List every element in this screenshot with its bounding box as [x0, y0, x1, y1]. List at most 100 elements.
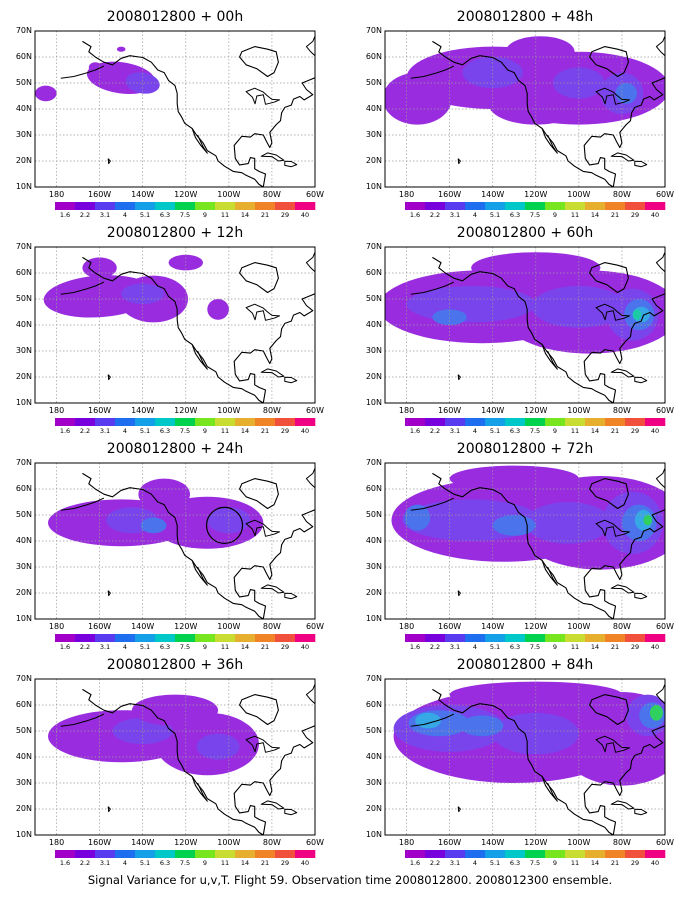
lon-label: 60W [305, 622, 325, 631]
colorbar [55, 418, 316, 426]
colorbar-level-label: 9 [552, 211, 558, 219]
colorbar-level-label: 29 [280, 427, 290, 435]
colorbar-level-label: 9 [552, 427, 558, 435]
colorbar-level-label: 21 [610, 859, 620, 867]
lon-label: 180 [48, 406, 65, 415]
colorbar-swatch [625, 634, 646, 642]
colorbar-level-label: 2.2 [429, 643, 441, 651]
colorbar-level-label: 40 [300, 643, 310, 651]
lon-label: 140W [131, 190, 155, 199]
colorbar-level-label: 6.3 [159, 427, 171, 435]
lat-label: 10N [365, 398, 382, 407]
colorbar-level-label: 14 [240, 643, 250, 651]
colorbar-swatch [505, 850, 526, 858]
lon-label: 180 [398, 838, 415, 847]
colorbar-level-label: 14 [240, 859, 250, 867]
colorbar-swatch [565, 418, 586, 426]
colorbar [405, 202, 666, 210]
colorbar-swatch [175, 850, 196, 858]
colorbar-swatch [525, 634, 546, 642]
colorbar-swatch [525, 202, 546, 210]
colorbar-swatch [425, 418, 446, 426]
colorbar-swatch [405, 202, 426, 210]
colorbar-level-label: 11 [220, 211, 230, 219]
colorbar-swatch [75, 418, 96, 426]
colorbar-level-label: 3.1 [99, 427, 111, 435]
colorbar-level-label: 29 [630, 643, 640, 651]
coastlines [60, 684, 315, 835]
colorbar-level-label: 6.3 [509, 211, 521, 219]
lat-label: 40N [365, 752, 382, 761]
colorbar-level-label: 7.5 [179, 859, 191, 867]
colorbar-level-label: 40 [650, 643, 660, 651]
colorbar-swatch [95, 202, 116, 210]
colorbar [405, 850, 666, 858]
colorbar-swatch [505, 202, 526, 210]
colorbar-swatch [605, 850, 626, 858]
lat-label: 40N [15, 752, 32, 761]
lon-label: 80W [262, 838, 281, 847]
colorbar [405, 418, 666, 426]
map-panel [34, 246, 316, 426]
colorbar-swatch [115, 202, 136, 210]
colorbar-level-label: 4 [472, 427, 478, 435]
colorbar-level-label: 14 [590, 211, 600, 219]
colorbar-level-label: 29 [280, 643, 290, 651]
colorbar-level-label: 9 [552, 643, 558, 651]
lat-label: 10N [15, 830, 32, 839]
coastlines [60, 252, 315, 403]
lon-label: 160W [88, 190, 112, 199]
coastlines [60, 36, 315, 187]
lon-label: 100W [567, 190, 591, 199]
colorbar-level-label: 5.1 [139, 427, 151, 435]
colorbar-swatch [625, 850, 646, 858]
colorbar-level-label: 1.6 [59, 643, 71, 651]
lon-label: 60W [305, 190, 325, 199]
lon-label: 120W [524, 406, 548, 415]
colorbar-swatch [255, 418, 276, 426]
lon-label: 60W [655, 190, 675, 199]
lat-label: 30N [15, 778, 32, 787]
lon-label: 180 [398, 190, 415, 199]
lon-label: 100W [217, 406, 241, 415]
panel-title: 2008012800 + 24h [106, 441, 244, 457]
lon-label: 80W [262, 622, 281, 631]
lat-label: 60N [15, 52, 32, 61]
lat-label: 40N [365, 320, 382, 329]
lat-label: 20N [15, 156, 32, 165]
lon-label: 160W [88, 838, 112, 847]
colorbar-swatch [485, 202, 506, 210]
colorbar-level-label: 5.1 [489, 427, 501, 435]
lat-label: 40N [15, 536, 32, 545]
colorbar-level-label: 1.6 [409, 859, 421, 867]
colorbar-level-label: 1.6 [409, 427, 421, 435]
signal-variance-shading [48, 478, 264, 549]
colorbar-level-label: 40 [300, 859, 310, 867]
colorbar-swatch [445, 202, 466, 210]
lat-label: 70N [365, 26, 382, 35]
lat-label: 70N [15, 674, 32, 683]
colorbar-swatch [605, 634, 626, 642]
colorbar-level-label: 2.2 [429, 859, 441, 867]
colorbar-level-label: 1.6 [409, 643, 421, 651]
colorbar-level-label: 2.2 [429, 427, 441, 435]
map-panel [34, 678, 316, 858]
colorbar-level-label: 14 [240, 211, 250, 219]
colorbar-level-label: 21 [610, 211, 620, 219]
colorbar-swatch [175, 202, 196, 210]
gridlines [35, 463, 316, 619]
lat-label: 50N [365, 294, 382, 303]
colorbar-level-label: 40 [650, 427, 660, 435]
lon-label: 60W [655, 622, 675, 631]
colorbar-level-label: 9 [202, 859, 208, 867]
lon-label: 160W [438, 838, 462, 847]
colorbar-level-label: 6.3 [509, 643, 521, 651]
panel-title: 2008012800 + 36h [106, 657, 244, 673]
colorbar-level-label: 9 [202, 643, 208, 651]
map-panel [34, 462, 316, 642]
colorbar-level-label: 7.5 [529, 643, 541, 651]
signal-variance-shading [385, 36, 665, 125]
colorbar-swatch [485, 634, 506, 642]
colorbar-level-label: 2.2 [79, 859, 91, 867]
